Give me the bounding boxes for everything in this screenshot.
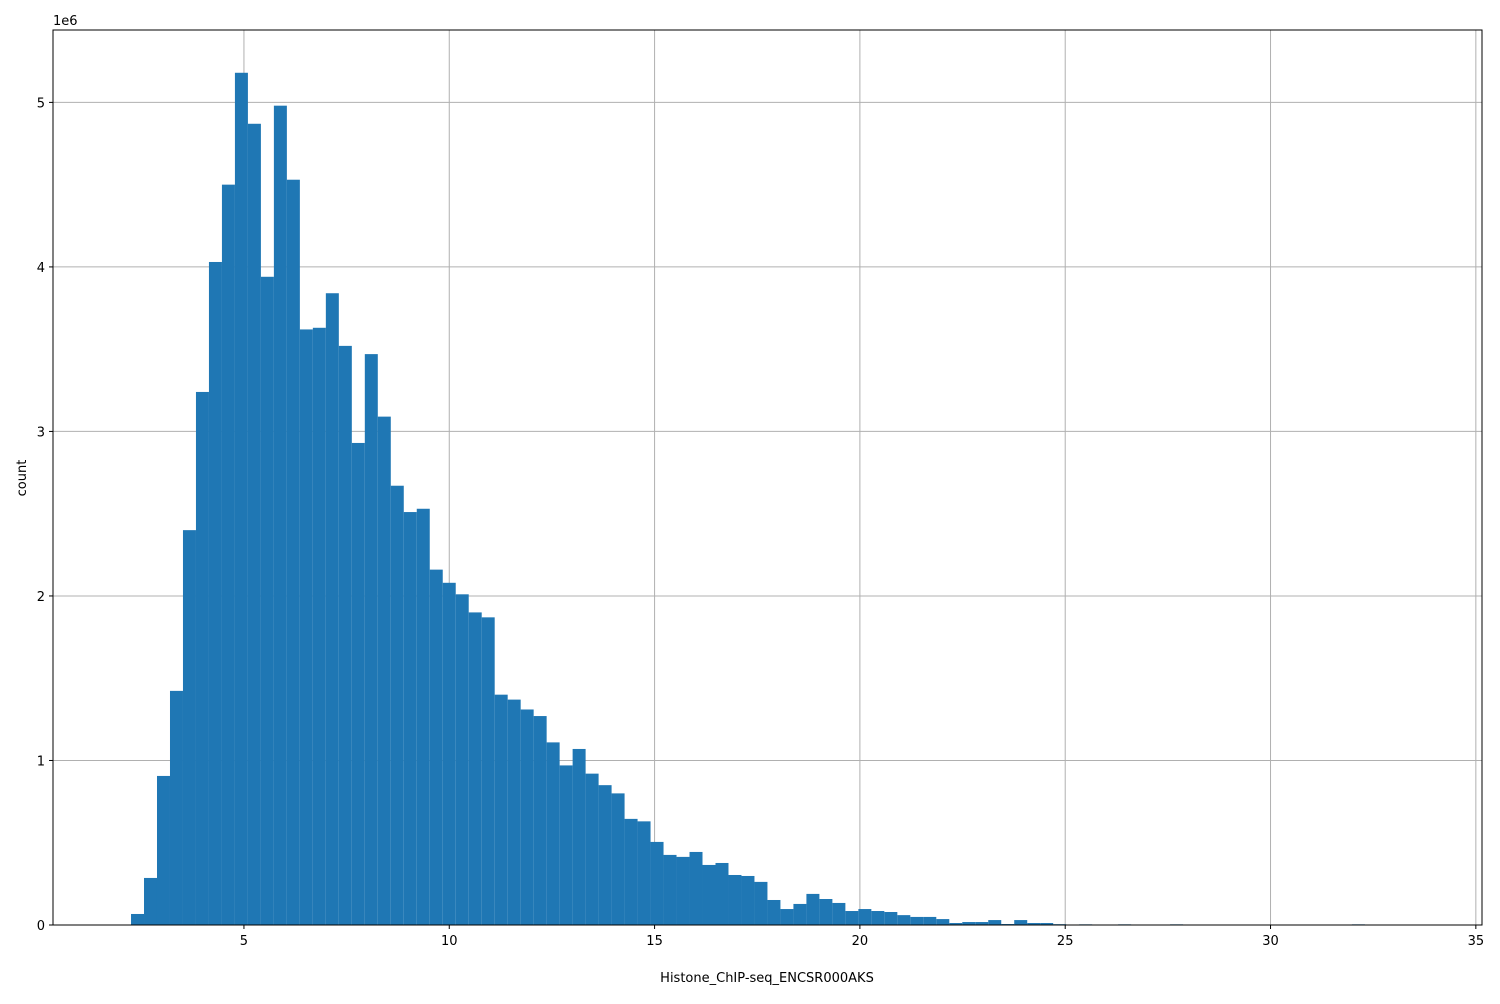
histogram-bar	[365, 354, 378, 925]
histogram-bar	[404, 512, 417, 925]
x-tick-label: 20	[852, 934, 869, 949]
histogram-bar	[806, 894, 819, 925]
y-tick-label: 1	[37, 754, 45, 769]
histogram-bar	[910, 917, 923, 925]
histogram-bar	[144, 878, 157, 925]
histogram-bar	[664, 855, 677, 925]
histogram-bar	[248, 124, 261, 925]
histogram-bar	[728, 875, 741, 925]
histogram-bar	[287, 180, 300, 925]
y-tick-label: 0	[37, 919, 45, 934]
histogram-bar	[573, 749, 586, 925]
histogram-bar	[443, 583, 456, 925]
histogram-bar	[456, 594, 469, 925]
histogram-bars	[131, 73, 1365, 925]
histogram-bar	[703, 865, 716, 925]
y-tick-label: 5	[37, 96, 45, 111]
histogram-bar	[715, 863, 728, 925]
histogram-bar	[521, 709, 534, 925]
histogram-bar	[170, 691, 183, 925]
histogram-bar	[858, 909, 871, 925]
histogram-bar	[417, 509, 430, 925]
histogram-bar	[274, 106, 287, 925]
histogram-bar	[677, 857, 690, 925]
histogram-bar	[845, 911, 858, 925]
histogram-bar	[612, 793, 625, 925]
y-tick-label: 2	[37, 590, 45, 605]
histogram-bar	[183, 530, 196, 925]
histogram-bar	[235, 73, 248, 925]
histogram-bar	[339, 346, 352, 925]
x-axis-label: Histone_ChIP-seq_ENCSR000AKS	[660, 971, 874, 986]
histogram-bar	[300, 329, 313, 925]
y-axis-label: count	[15, 460, 30, 497]
histogram-bar	[819, 899, 832, 925]
histogram-bar	[767, 900, 780, 925]
x-tick-label: 5	[240, 934, 248, 949]
histogram-bar	[651, 842, 664, 925]
x-tick-label: 35	[1468, 934, 1485, 949]
histogram-bar	[534, 716, 547, 925]
x-axis-ticks: 5 10 15 20 25 30 35	[240, 925, 1484, 949]
y-axis-ticks: 0 1 2 3 4 5	[37, 96, 53, 934]
histogram-bar	[131, 914, 144, 925]
histogram-bar	[586, 774, 599, 925]
histogram-bar	[871, 911, 884, 925]
histogram-bar	[754, 882, 767, 925]
histogram-bar	[690, 852, 703, 925]
histogram-bar	[391, 486, 404, 925]
histogram-bar	[625, 819, 638, 925]
histogram-bar	[1014, 920, 1027, 925]
histogram-bar	[209, 262, 222, 925]
histogram-bar	[832, 903, 845, 925]
histogram-bar	[988, 920, 1001, 925]
histogram-bar	[196, 392, 209, 925]
histogram-bar	[793, 904, 806, 925]
histogram-bar	[469, 612, 482, 925]
y-tick-label: 4	[37, 261, 45, 276]
histogram-bar	[313, 328, 326, 925]
histogram-bar	[599, 785, 612, 925]
histogram-bar	[157, 776, 170, 925]
histogram-bar	[923, 917, 936, 925]
histogram-bar	[222, 185, 235, 925]
x-tick-label: 10	[441, 934, 458, 949]
x-tick-label: 15	[646, 934, 663, 949]
histogram-bar	[884, 912, 897, 925]
histogram-bar	[352, 443, 365, 925]
histogram-bar	[482, 617, 495, 925]
histogram-bar	[638, 821, 651, 925]
y-offset-label: 1e6	[53, 14, 78, 29]
histogram-bar	[560, 765, 573, 925]
y-tick-label: 3	[37, 425, 45, 440]
histogram-bar	[547, 742, 560, 925]
histogram-bar	[780, 909, 793, 925]
x-tick-label: 30	[1262, 934, 1279, 949]
histogram-bar	[508, 700, 521, 925]
histogram-bar	[430, 570, 443, 925]
histogram-bar	[897, 915, 910, 925]
histogram-bar	[936, 919, 949, 925]
histogram-bar	[326, 293, 339, 925]
x-tick-label: 25	[1057, 934, 1074, 949]
histogram-bar	[261, 277, 274, 925]
histogram-bar	[741, 876, 754, 925]
histogram-bar	[378, 417, 391, 925]
histogram-bar	[495, 695, 508, 925]
